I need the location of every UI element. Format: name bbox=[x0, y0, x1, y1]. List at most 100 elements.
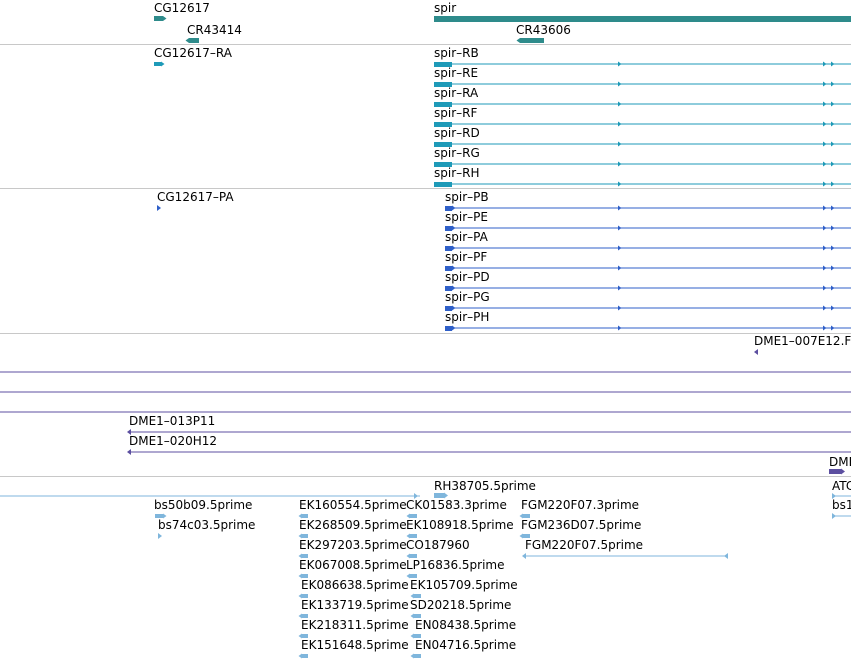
transcript-glyph[interactable] bbox=[154, 62, 161, 66]
strand-arrow[interactable] bbox=[298, 593, 303, 599]
strand-arrow[interactable] bbox=[163, 16, 167, 21]
est-block[interactable] bbox=[414, 654, 421, 658]
strand-arrow[interactable] bbox=[410, 633, 415, 639]
protein-block[interactable] bbox=[445, 286, 452, 291]
strand-arrow[interactable] bbox=[410, 613, 415, 619]
transcript-label[interactable]: CG12617–RA bbox=[154, 46, 232, 60]
strand-arrow[interactable] bbox=[831, 101, 835, 107]
est-label[interactable]: EK268509.5prime bbox=[299, 518, 407, 532]
est-label[interactable]: CO187960 bbox=[406, 538, 470, 552]
strand-arrow[interactable] bbox=[519, 513, 524, 519]
est-block[interactable] bbox=[434, 493, 444, 498]
est-block[interactable] bbox=[414, 594, 421, 598]
est-block[interactable] bbox=[302, 654, 308, 658]
est-block[interactable] bbox=[302, 554, 308, 558]
protein-block[interactable] bbox=[445, 306, 452, 311]
protein-label[interactable]: CG12617–PA bbox=[157, 190, 234, 204]
strand-arrow[interactable] bbox=[823, 305, 827, 311]
strand-arrow[interactable] bbox=[823, 181, 827, 187]
strand-arrow[interactable] bbox=[823, 205, 827, 211]
est-label[interactable]: EK108918.5prime bbox=[406, 518, 514, 532]
est-label[interactable]: bs1 bbox=[832, 498, 851, 512]
strand-arrow[interactable] bbox=[618, 305, 622, 311]
est-label[interactable]: FGM220F07.3prime bbox=[521, 498, 640, 512]
strand-arrow[interactable] bbox=[618, 81, 622, 87]
est-label[interactable]: FGM220F07.5prime bbox=[525, 538, 644, 552]
strand-arrow[interactable] bbox=[831, 245, 835, 251]
strand-arrow[interactable] bbox=[823, 325, 827, 331]
strand-arrow[interactable] bbox=[406, 553, 411, 559]
strand-arrow[interactable] bbox=[618, 245, 622, 251]
est-block[interactable] bbox=[410, 574, 417, 578]
strand-arrow[interactable] bbox=[444, 492, 448, 499]
protein-block[interactable] bbox=[445, 246, 452, 251]
gene-glyph-spir[interactable] bbox=[434, 16, 851, 22]
strand-arrow[interactable] bbox=[618, 181, 622, 187]
strand-arrow[interactable] bbox=[185, 38, 190, 43]
transcript-exon[interactable] bbox=[434, 62, 452, 67]
est-label[interactable]: EN04716.5prime bbox=[415, 638, 517, 652]
est-block[interactable] bbox=[302, 594, 308, 598]
strand-arrow[interactable] bbox=[831, 325, 835, 331]
strand-arrow[interactable] bbox=[618, 285, 622, 291]
strand-arrow[interactable] bbox=[298, 573, 303, 579]
strand-arrow[interactable] bbox=[618, 101, 622, 107]
strand-arrow[interactable] bbox=[823, 225, 827, 231]
gene-label-cr43414[interactable]: CR43414 bbox=[187, 23, 242, 37]
protein-label[interactable]: spir–PH bbox=[445, 310, 490, 324]
est-block[interactable] bbox=[410, 514, 417, 518]
protein-label[interactable]: spir–PE bbox=[445, 210, 488, 224]
strand-arrow[interactable] bbox=[618, 161, 622, 167]
strand-arrow[interactable] bbox=[831, 265, 835, 271]
strand-arrow[interactable] bbox=[823, 101, 827, 107]
est-label[interactable]: EN08438.5prime bbox=[415, 618, 517, 632]
strand-arrow[interactable] bbox=[618, 61, 622, 67]
est-label[interactable]: EK151648.5prime bbox=[301, 638, 409, 652]
strand-arrow[interactable] bbox=[298, 513, 303, 519]
gene-glyph-cr43414[interactable] bbox=[189, 38, 199, 43]
strand-arrow[interactable] bbox=[618, 141, 622, 147]
est-label[interactable]: LP16836.5prime bbox=[406, 558, 505, 572]
transcript-exon[interactable] bbox=[434, 82, 452, 87]
protein-label[interactable]: spir–PA bbox=[445, 230, 488, 244]
protein-glyph[interactable] bbox=[157, 205, 161, 211]
strand-arrow[interactable] bbox=[823, 121, 827, 127]
protein-block[interactable] bbox=[445, 206, 452, 211]
strand-arrow[interactable] bbox=[823, 245, 827, 251]
est-block[interactable] bbox=[410, 534, 417, 538]
gene-label-cg12617[interactable]: CG12617 bbox=[154, 1, 210, 15]
strand-arrow[interactable] bbox=[823, 81, 827, 87]
clone-label[interactable]: DME1–007E12.F bbox=[754, 334, 851, 348]
est-label[interactable]: EK297203.5prime bbox=[299, 538, 407, 552]
transcript-label[interactable]: spir–RB bbox=[434, 46, 479, 60]
protein-block[interactable] bbox=[445, 326, 452, 331]
strand-arrow[interactable] bbox=[618, 225, 622, 231]
est-label[interactable]: EK160554.5prime bbox=[299, 498, 407, 512]
transcript-exon[interactable] bbox=[434, 142, 452, 147]
transcript-exon[interactable] bbox=[434, 182, 452, 187]
strand-arrow[interactable] bbox=[823, 141, 827, 147]
protein-label[interactable]: spir–PD bbox=[445, 270, 490, 284]
strand-arrow[interactable] bbox=[522, 553, 526, 559]
strand-arrow[interactable] bbox=[127, 429, 131, 435]
protein-label[interactable]: spir–PG bbox=[445, 290, 490, 304]
est-block[interactable] bbox=[302, 514, 308, 518]
strand-arrow[interactable] bbox=[831, 285, 835, 291]
strand-arrow[interactable] bbox=[406, 573, 411, 579]
transcript-exon[interactable] bbox=[434, 162, 452, 167]
gene-glyph-cg12617[interactable] bbox=[154, 16, 163, 21]
strand-arrow[interactable] bbox=[406, 533, 411, 539]
transcript-label[interactable]: spir–RE bbox=[434, 66, 479, 80]
est-block[interactable] bbox=[302, 614, 308, 618]
strand-arrow[interactable] bbox=[127, 449, 131, 455]
transcript-label[interactable]: spir–RD bbox=[434, 126, 480, 140]
transcript-label[interactable]: spir–RH bbox=[434, 166, 480, 180]
strand-arrow[interactable] bbox=[161, 61, 165, 67]
transcript-label[interactable]: spir–RG bbox=[434, 146, 480, 160]
strand-arrow[interactable] bbox=[831, 81, 835, 87]
est-block[interactable] bbox=[302, 574, 308, 578]
strand-arrow[interactable] bbox=[298, 653, 303, 659]
est-label[interactable]: EK133719.5prime bbox=[301, 598, 409, 612]
est-label[interactable]: EK086638.5prime bbox=[301, 578, 409, 592]
protein-block[interactable] bbox=[445, 226, 452, 231]
